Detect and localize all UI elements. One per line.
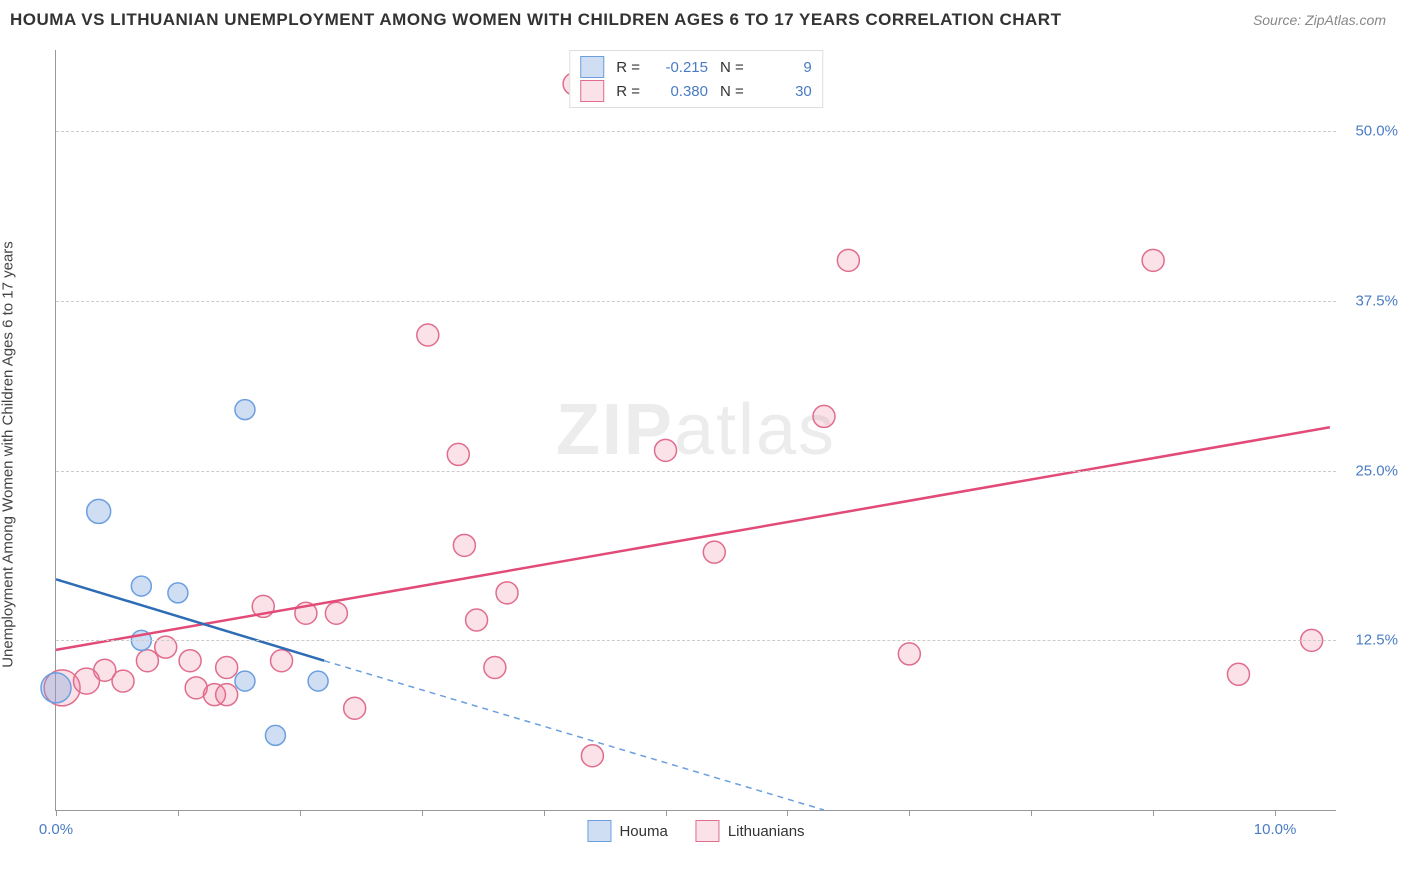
x-tick: [178, 810, 179, 816]
y-tick-label: 12.5%: [1355, 632, 1398, 649]
y-tick-label: 50.0%: [1355, 123, 1398, 140]
chart-title: HOUMA VS LITHUANIAN UNEMPLOYMENT AMONG W…: [10, 10, 1061, 30]
swatch-houma-icon: [587, 820, 611, 842]
gridline-h: [56, 301, 1336, 302]
stat-n-label: N =: [720, 83, 744, 100]
plot-area: ZIPatlas R = -0.215 N = 9 R = 0.380 N = …: [55, 50, 1336, 811]
plot-svg: [56, 50, 1336, 810]
stat-n-houma: 9: [756, 59, 812, 76]
stats-row-lith: R = 0.380 N = 30: [580, 79, 812, 103]
stat-r-label: R =: [616, 83, 640, 100]
bottom-legend: Houma Lithuanians: [587, 820, 804, 842]
x-tick-label: 0.0%: [39, 821, 73, 838]
swatch-houma: [580, 56, 604, 78]
legend-label-houma: Houma: [619, 823, 667, 840]
stat-r-label: R =: [616, 59, 640, 76]
x-tick: [544, 810, 545, 816]
stat-r-houma: -0.215: [652, 59, 708, 76]
gridline-h: [56, 640, 1336, 641]
x-tick: [1031, 810, 1032, 816]
stat-r-lith: 0.380: [652, 83, 708, 100]
legend-label-lithuanians: Lithuanians: [728, 823, 805, 840]
gridline-h: [56, 131, 1336, 132]
stat-n-label: N =: [720, 59, 744, 76]
stats-legend: R = -0.215 N = 9 R = 0.380 N = 30: [569, 50, 823, 108]
stats-row-houma: R = -0.215 N = 9: [580, 55, 812, 79]
x-tick-label: 10.0%: [1254, 821, 1297, 838]
x-tick: [666, 810, 667, 816]
y-tick-label: 37.5%: [1355, 293, 1398, 310]
x-tick: [787, 810, 788, 816]
legend-item-lithuanians: Lithuanians: [696, 820, 805, 842]
chart-container: HOUMA VS LITHUANIAN UNEMPLOYMENT AMONG W…: [0, 0, 1406, 892]
swatch-lithuanians: [580, 80, 604, 102]
y-axis-label: Unemployment Among Women with Children A…: [0, 241, 17, 668]
x-tick: [909, 810, 910, 816]
x-tick: [300, 810, 301, 816]
legend-item-houma: Houma: [587, 820, 667, 842]
x-tick: [422, 810, 423, 816]
gridline-h: [56, 471, 1336, 472]
x-tick: [56, 810, 57, 816]
stat-n-lith: 30: [756, 83, 812, 100]
y-tick-label: 25.0%: [1355, 462, 1398, 479]
x-tick: [1153, 810, 1154, 816]
source-label: Source: ZipAtlas.com: [1253, 12, 1386, 28]
swatch-lithuanians-icon: [696, 820, 720, 842]
x-tick: [1275, 810, 1276, 816]
